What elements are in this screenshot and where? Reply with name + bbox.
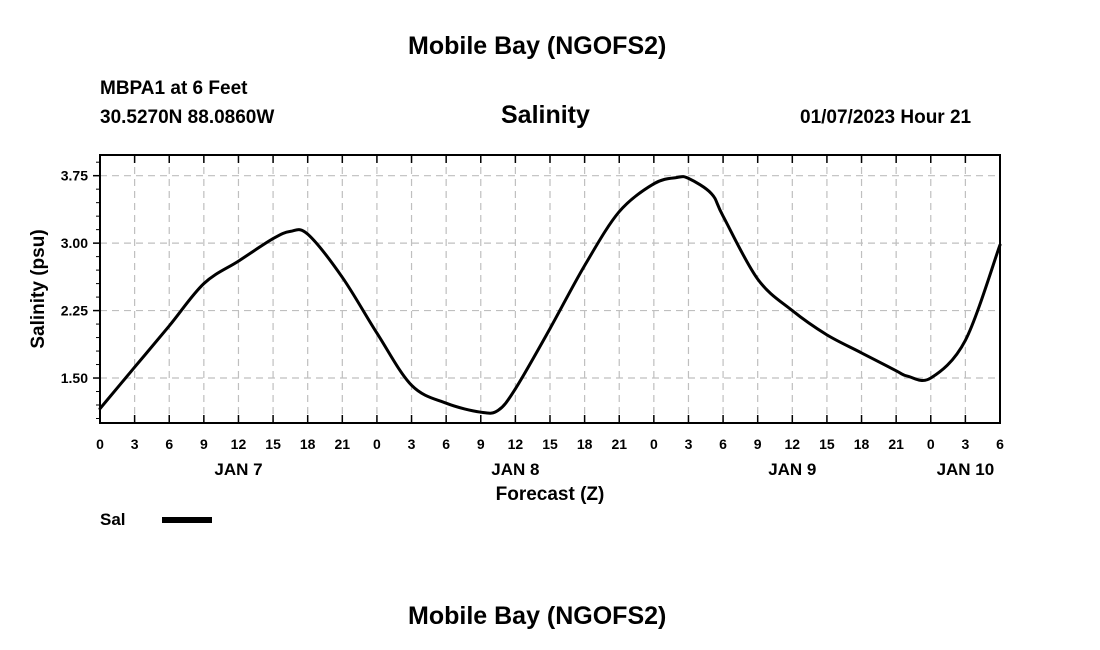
x-tick-label: 15 — [819, 436, 835, 452]
grid-lines — [100, 155, 1000, 423]
x-tick-label: 6 — [442, 436, 450, 452]
x-tick-label: 9 — [754, 436, 762, 452]
tick-labels: 0 3 6 9 12 15 18 21 0 3 6 9 12 15 18 21 0 3 6 9 12 15 18 21 0 3 6 1… — [61, 168, 1004, 479]
plot-frame — [99, 154, 1001, 424]
station-label: MBPA1 at 6 Feet — [100, 78, 248, 99]
x-tick-label: 0 — [96, 436, 104, 452]
y-tick-label: 3.00 — [61, 235, 88, 251]
x-tick-label: 15 — [542, 436, 558, 452]
day-label: JAN 10 — [937, 460, 995, 479]
variable-title: Salinity — [501, 101, 590, 129]
x-tick-label: 6 — [165, 436, 173, 452]
series-line-sal — [98, 175, 1002, 415]
x-tick-label: 12 — [785, 436, 801, 452]
y-tick-label: 2.25 — [61, 303, 88, 319]
x-tick-label: 9 — [477, 436, 485, 452]
y-tick-label: 1.50 — [61, 370, 88, 386]
bottom-title: Mobile Bay (NGOFS2) — [408, 602, 667, 630]
x-tick-label: 18 — [300, 436, 316, 452]
forecast-datetime: 01/07/2023 Hour 21 — [800, 107, 972, 128]
x-tick-label: 0 — [650, 436, 658, 452]
x-tick-label: 3 — [685, 436, 693, 452]
x-tick-label: 0 — [927, 436, 935, 452]
x-tick-label: 12 — [508, 436, 524, 452]
x-tick-label: 0 — [373, 436, 381, 452]
series-layer — [98, 175, 1002, 415]
y-tick-label: 3.75 — [61, 168, 88, 184]
x-tick-label: 12 — [231, 436, 247, 452]
x-tick-label: 3 — [408, 436, 416, 452]
x-tick-label: 6 — [996, 436, 1004, 452]
y-axis-label: Salinity (psu) — [28, 229, 49, 348]
day-label: JAN 8 — [491, 460, 539, 479]
x-tick-label: 6 — [719, 436, 727, 452]
day-label: JAN 9 — [768, 460, 816, 479]
x-tick-label: 3 — [961, 436, 969, 452]
x-tick-label: 21 — [888, 436, 904, 452]
x-tick-label: 18 — [854, 436, 870, 452]
day-label: JAN 7 — [214, 460, 262, 479]
legend-label: Sal — [100, 510, 126, 529]
x-tick-label: 9 — [200, 436, 208, 452]
station-coordinates: 30.5270N 88.0860W — [100, 107, 275, 128]
x-tick-label: 18 — [577, 436, 593, 452]
x-tick-label: 15 — [265, 436, 281, 452]
x-tick-label: 21 — [335, 436, 351, 452]
x-tick-label: 21 — [611, 436, 627, 452]
x-axis-label: Forecast (Z) — [496, 484, 605, 505]
top-title: Mobile Bay (NGOFS2) — [408, 32, 667, 60]
x-tick-label: 3 — [131, 436, 139, 452]
axis-ticks — [93, 155, 1001, 423]
legend-line-swatch — [162, 517, 212, 523]
